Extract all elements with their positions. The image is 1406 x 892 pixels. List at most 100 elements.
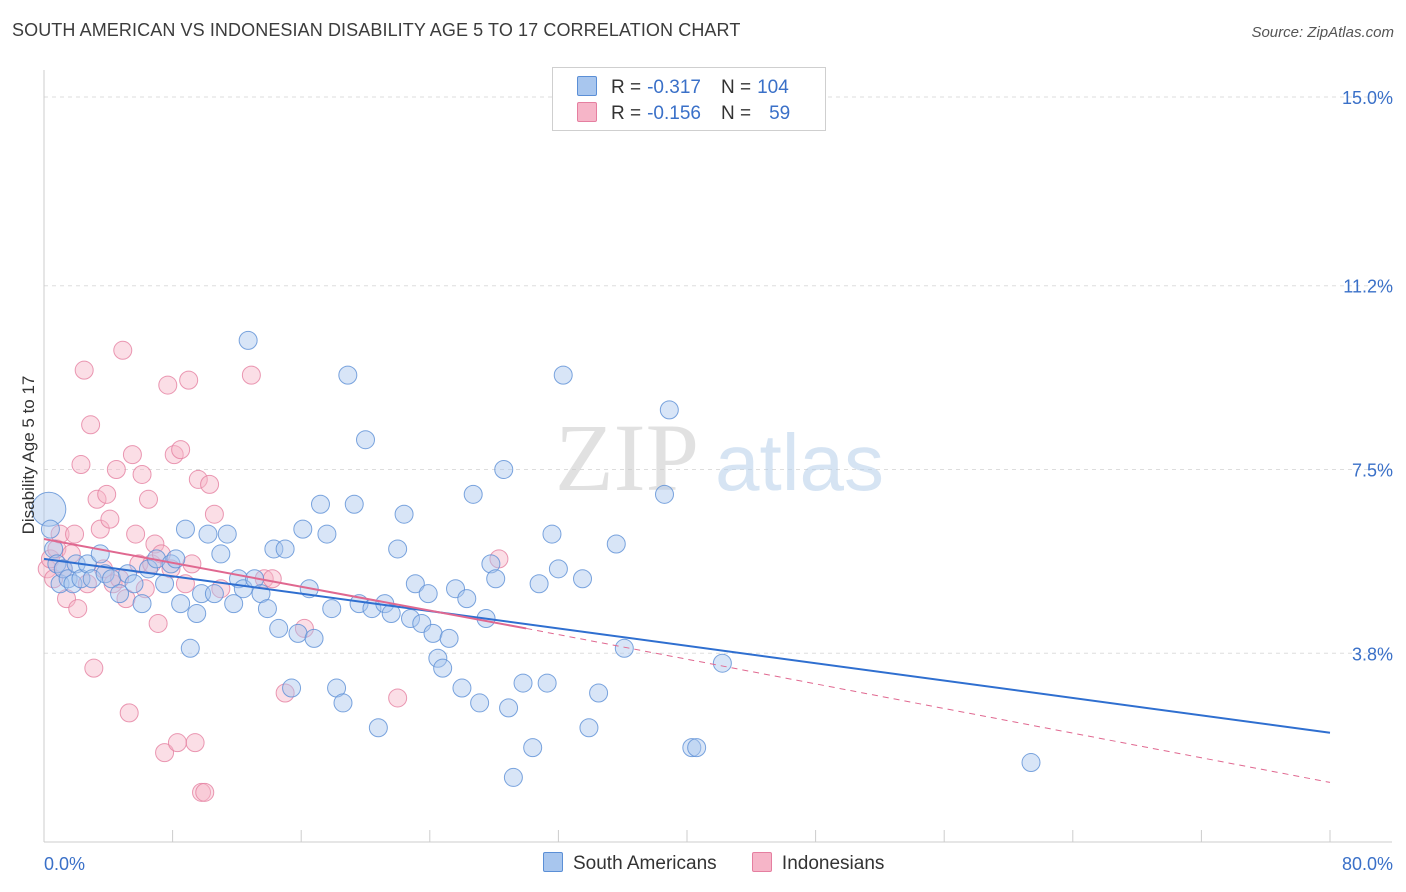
south-americans-point-33 xyxy=(224,594,244,614)
south-americans-point-60 xyxy=(381,604,401,624)
south-americans-point-17 xyxy=(124,574,144,594)
south-americans-point-67 xyxy=(423,623,443,643)
tick-labels: 3.8% 7.5% 11.2% 15.0% 0.0% 80.0% xyxy=(44,88,1393,874)
indonesians-point-57 xyxy=(388,688,408,708)
south-americans-point-99 xyxy=(1021,753,1041,773)
indonesians-point-30 xyxy=(135,579,155,599)
y-tick-label-7-5: 7.5% xyxy=(1352,461,1393,481)
south-americans-point-68 xyxy=(428,648,448,668)
watermark-zip: ZIP xyxy=(555,404,699,511)
south-americans-point-58 xyxy=(368,718,388,738)
y-axis-label: Disability Age 5 to 17 xyxy=(19,376,38,535)
south-americans-point-39 xyxy=(257,599,277,619)
south-americans-point-88 xyxy=(553,365,573,385)
legend-r-value: -0.156 xyxy=(647,103,701,124)
axes xyxy=(43,70,1392,843)
indonesians-trend-line xyxy=(43,538,527,630)
indonesians-point-14 xyxy=(84,658,104,678)
legend-swatch-blue xyxy=(543,852,563,872)
indonesians-point-54 xyxy=(262,569,282,589)
watermark-atlas: atlas xyxy=(715,418,884,507)
correlation-legend: R = -0.317 N = 104 R = -0.156 N = 59 xyxy=(552,67,826,131)
south-americans-point-78 xyxy=(486,569,506,589)
indonesians-point-13 xyxy=(81,415,101,435)
south-americans-point-44 xyxy=(288,623,308,643)
south-americans-point-80 xyxy=(499,698,519,718)
indonesians-point-45 xyxy=(185,733,205,753)
indonesians-point-31 xyxy=(138,489,158,509)
legend-item-indonesians[interactable]: Indonesians xyxy=(751,852,885,875)
south-americans-point-54 xyxy=(344,494,364,514)
south-americans-point-70 xyxy=(439,628,459,648)
indonesians-point-56 xyxy=(294,618,314,638)
south-americans-point-62 xyxy=(394,504,414,524)
south-americans-point-85 xyxy=(537,673,557,693)
south-americans-point-64 xyxy=(405,574,425,594)
indonesians-point-39 xyxy=(164,445,184,465)
y-tick-label-11-2: 11.2% xyxy=(1343,277,1393,297)
y-tick-label-15-0: 15.0% xyxy=(1342,88,1393,108)
indonesians-point-26 xyxy=(122,445,142,465)
south-americans-point-72 xyxy=(452,678,472,698)
south-americans-point-45 xyxy=(293,519,313,539)
south-americans-point-42 xyxy=(275,539,295,559)
south-americans-point-21 xyxy=(155,574,175,594)
indonesians-point-36 xyxy=(155,743,175,763)
legend-r-value: -0.317 xyxy=(647,77,701,98)
south-americans-point-92 xyxy=(606,534,626,554)
south-americans-point-82 xyxy=(513,673,533,693)
south-americans-point-31 xyxy=(211,544,231,564)
indonesians-point-40 xyxy=(167,733,187,753)
indonesians-point-55 xyxy=(275,683,295,703)
south-americans-point-32 xyxy=(217,524,237,544)
legend-label: Indonesians xyxy=(781,853,885,874)
south-americans-point-66 xyxy=(418,584,438,604)
south-americans-trend-line xyxy=(43,557,1331,734)
south-americans-point-79 xyxy=(494,460,514,479)
south-americans-point-83 xyxy=(523,738,543,758)
south-americans-point-30 xyxy=(204,584,224,604)
legend-r-label: R = xyxy=(611,103,642,124)
indonesians-point-21 xyxy=(106,460,126,479)
south-americans-point-5 xyxy=(53,559,73,579)
south-americans-point-91 xyxy=(589,683,609,703)
indonesians-point-2 xyxy=(44,569,64,589)
legend-item-south-americans[interactable]: South Americans xyxy=(543,852,717,875)
south-americans-point-26 xyxy=(180,638,200,658)
indonesians-point-25 xyxy=(119,703,139,723)
south-americans-point-40 xyxy=(264,539,284,559)
south-americans-point-69 xyxy=(433,658,453,678)
legend-row-indonesians: R = -0.156 N = 59 xyxy=(577,102,790,126)
south-americans-point-1 xyxy=(40,519,60,539)
y-tick-label-3-8: 3.8% xyxy=(1352,644,1393,664)
series-legend: South Americans Indonesians xyxy=(543,852,914,875)
south-americans-point-56 xyxy=(356,430,375,450)
legend-label: South Americans xyxy=(573,853,717,874)
legend-n-value: 59 xyxy=(769,103,791,124)
south-americans-points xyxy=(31,330,1041,787)
south-americans-point-49 xyxy=(317,524,337,544)
south-americans-point-89 xyxy=(573,569,593,589)
south-americans-point-90 xyxy=(579,718,599,738)
south-americans-point-52 xyxy=(333,693,353,713)
indonesians-point-37 xyxy=(158,375,178,395)
south-americans-point-18 xyxy=(132,594,152,614)
south-americans-point-75 xyxy=(470,693,490,713)
south-americans-point-87 xyxy=(548,559,568,579)
indonesians-point-49 xyxy=(200,474,220,494)
south-americans-point-41 xyxy=(269,618,289,638)
indonesians-point-46 xyxy=(188,469,208,489)
indonesians-point-44 xyxy=(182,554,202,574)
indonesians-point-9 xyxy=(68,599,88,619)
x-tick-label-max: 80.0% xyxy=(1342,854,1393,874)
indonesians-point-11 xyxy=(74,360,94,380)
grid-lines xyxy=(44,96,1392,654)
legend-row-south-americans: R = -0.317 N = 104 xyxy=(577,76,789,100)
south-americans-point-11 xyxy=(82,569,102,589)
indonesians-point-43 xyxy=(179,370,199,390)
indonesians-point-27 xyxy=(126,524,146,544)
indonesians-point-29 xyxy=(132,464,152,484)
south-americans-point-73 xyxy=(457,589,477,609)
indonesians-point-52 xyxy=(241,365,261,385)
